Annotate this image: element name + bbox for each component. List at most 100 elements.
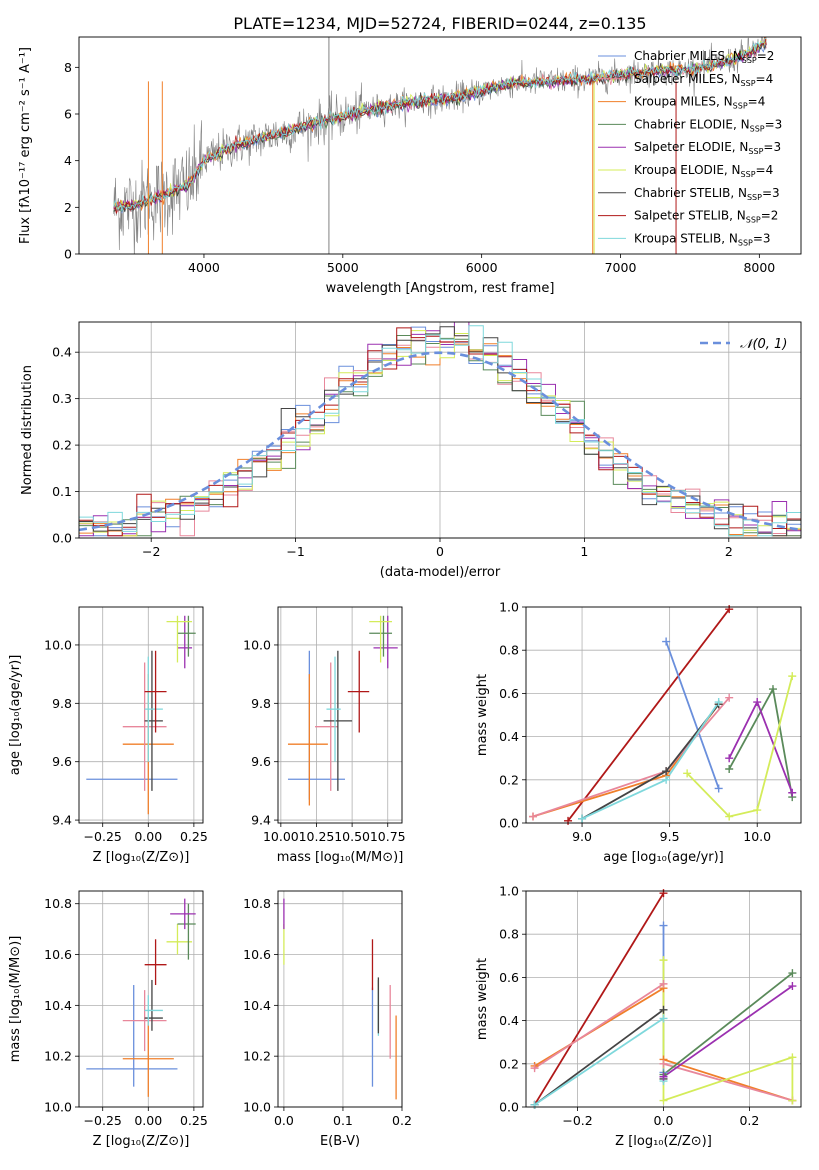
weight-line-kroupa-elodie [662, 960, 794, 1102]
weight-line-kroupa-elodie [686, 675, 794, 818]
grid-lines [278, 607, 402, 823]
x-axis-label: E(B-V) [320, 1134, 360, 1149]
x-tick-label: 2 [725, 544, 733, 559]
weight-line-chabrier-elodie [728, 686, 794, 798]
y-tick-label: 10.0 [44, 1100, 72, 1115]
y-tick-label: 0.3 [52, 391, 72, 406]
weight-marker [753, 698, 762, 707]
axes-frame [78, 890, 204, 1108]
axes-frame [78, 606, 204, 824]
weight-line-chabrier-stelib [581, 703, 720, 820]
weight-marker [659, 956, 668, 965]
x-tick-label: 10.00 [263, 829, 299, 844]
weight-marker [788, 672, 797, 681]
y-tick-label: 0.0 [499, 1100, 519, 1115]
y-tick-label: 0.8 [499, 643, 519, 658]
x-tick-label: 1 [580, 544, 588, 559]
y-tick-label: 10.2 [44, 1049, 72, 1064]
weight-line-salpeter-miles [532, 697, 730, 818]
age-vs-mass-panel: 10.00 10.25 10.50 10.75 9.4 9.6 9.8 10.0 mass [l… [243, 606, 406, 865]
y-tick-label: 9.8 [52, 696, 72, 711]
x-tick-label: 0.0 [654, 1113, 674, 1128]
x-tick-label: 0.0 [274, 1113, 294, 1128]
mass-vs-ebv-panel: 0.0 0.1 0.2 10.0 10.2 10.4 10.6 10.8 E(B-V) [243, 890, 412, 1149]
y-axis-label: age [log₁₀(age/yr)] [8, 655, 23, 776]
x-tick-label: 0.2 [739, 1113, 759, 1128]
weight-marker [530, 1064, 539, 1073]
y-tick-label: 10.6 [44, 947, 72, 962]
weight-marker [662, 637, 671, 646]
weight-line-salpeter-elodie [662, 985, 793, 1078]
figure-title: PLATE=1234, MJD=52724, FIBERID=0244, z=0… [233, 14, 646, 33]
x-axis-label: Z [log₁₀(Z/Z⊙)] [93, 1134, 190, 1149]
y-tick-label: 2 [64, 200, 72, 215]
grid-lines [278, 891, 403, 1108]
weight-marker [529, 812, 538, 821]
y-tick-label: 0.2 [499, 772, 519, 787]
axes-frame [277, 606, 403, 824]
y-tick-label: 10.2 [243, 1049, 271, 1064]
weight-marker [659, 1005, 668, 1014]
model-line-salpeter-stelib [113, 37, 767, 214]
y-axis-label: Flux [fλ10⁻¹⁷ erg cm⁻² s⁻¹ A⁻¹] [18, 47, 33, 244]
weight-marker [659, 1059, 668, 1068]
plot-area [79, 322, 801, 538]
y-tick-label: 0.4 [52, 345, 72, 360]
plot-area [86, 615, 196, 815]
weight-marker [714, 784, 723, 793]
axes-frame [277, 890, 403, 1108]
x-axis-label: mass [log₁₀(M/M⊙)] [277, 850, 404, 865]
y-tick-label: 10.0 [243, 1100, 271, 1115]
y-tick-label: 9.4 [251, 813, 271, 828]
weight-marker [662, 775, 671, 784]
x-tick-label: −2 [142, 544, 160, 559]
plot-area [287, 615, 398, 806]
y-tick-label: 9.4 [52, 813, 72, 828]
x-tick-label: 0.00 [134, 1113, 162, 1128]
y-tick-label: 0.4 [499, 729, 519, 744]
weight-marker [725, 765, 734, 773]
weight-marker [788, 982, 797, 991]
y-tick-label: 8 [64, 60, 72, 75]
legend-label: Salpeter ELODIE, NSSP=3 [634, 140, 781, 156]
y-tick-label: 10.6 [243, 947, 271, 962]
legend-label: 𝒩(0, 1) [740, 337, 787, 352]
weight-line-salpeter-stelib [567, 608, 730, 822]
plot-area [86, 898, 196, 1097]
x-tick-label: 6000 [466, 260, 498, 275]
y-tick-label: 10.0 [243, 637, 271, 652]
x-tick-label: 10.0 [743, 829, 771, 844]
residuals-panel: −2 −1 0 1 2 0.0 0.1 0.2 0.3 0.4 (data-model)/error… [20, 321, 802, 580]
weight-line-kroupa-stelib [534, 1016, 665, 1106]
x-tick-label: 5000 [327, 260, 359, 275]
weight-marker [683, 769, 692, 778]
y-axis-label: mass weight [475, 674, 490, 756]
y-tick-label: 0.8 [499, 927, 519, 942]
x-tick-label: −0.2 [562, 1113, 592, 1128]
weight-vs-metallicity-panel: −0.2 0.0 0.2 0.0 0.2 0.4 0.6 0.8 1.0 Z [log₁₀(Z/Z… [475, 884, 802, 1149]
legend-label: Kroupa STELIB, NSSP=3 [634, 231, 771, 247]
model-line-chabrier-stelib [113, 43, 767, 213]
y-tick-label: 6 [64, 107, 72, 122]
legend-label: Salpeter STELIB, NSSP=2 [634, 209, 778, 225]
weight-line-kroupa-miles [532, 703, 720, 818]
mass-vs-metallicity-panel: −0.25 0.00 0.25 10.0 10.2 10.4 10.6 10.8 Z [log₁… [8, 890, 208, 1149]
y-tick-label: 1.0 [499, 884, 519, 899]
y-axis-label: mass weight [475, 958, 490, 1040]
y-tick-label: 10.0 [44, 637, 72, 652]
x-axis-label: age [log₁₀(age/yr)] [603, 850, 724, 865]
weight-marker [662, 767, 671, 776]
x-tick-label: 10.75 [370, 829, 406, 844]
y-tick-label: 0.2 [52, 438, 72, 453]
weight-marker [659, 1014, 668, 1023]
x-tick-label: 0.25 [180, 829, 208, 844]
y-tick-label: 0.2 [499, 1056, 519, 1071]
weight-marker [753, 806, 762, 815]
weight-marker [788, 1053, 797, 1062]
legend-label: Salpeter MILES, NSSP=4 [634, 72, 773, 88]
y-tick-label: 9.6 [52, 754, 72, 769]
y-tick-label: 9.6 [251, 754, 271, 769]
weight-vs-age-panel: 9.0 9.5 10.0 0.0 0.2 0.4 0.6 0.8 1.0 age [log₁₀(a… [475, 600, 802, 865]
weight-marker [725, 812, 734, 821]
weight-marker [659, 1096, 668, 1105]
